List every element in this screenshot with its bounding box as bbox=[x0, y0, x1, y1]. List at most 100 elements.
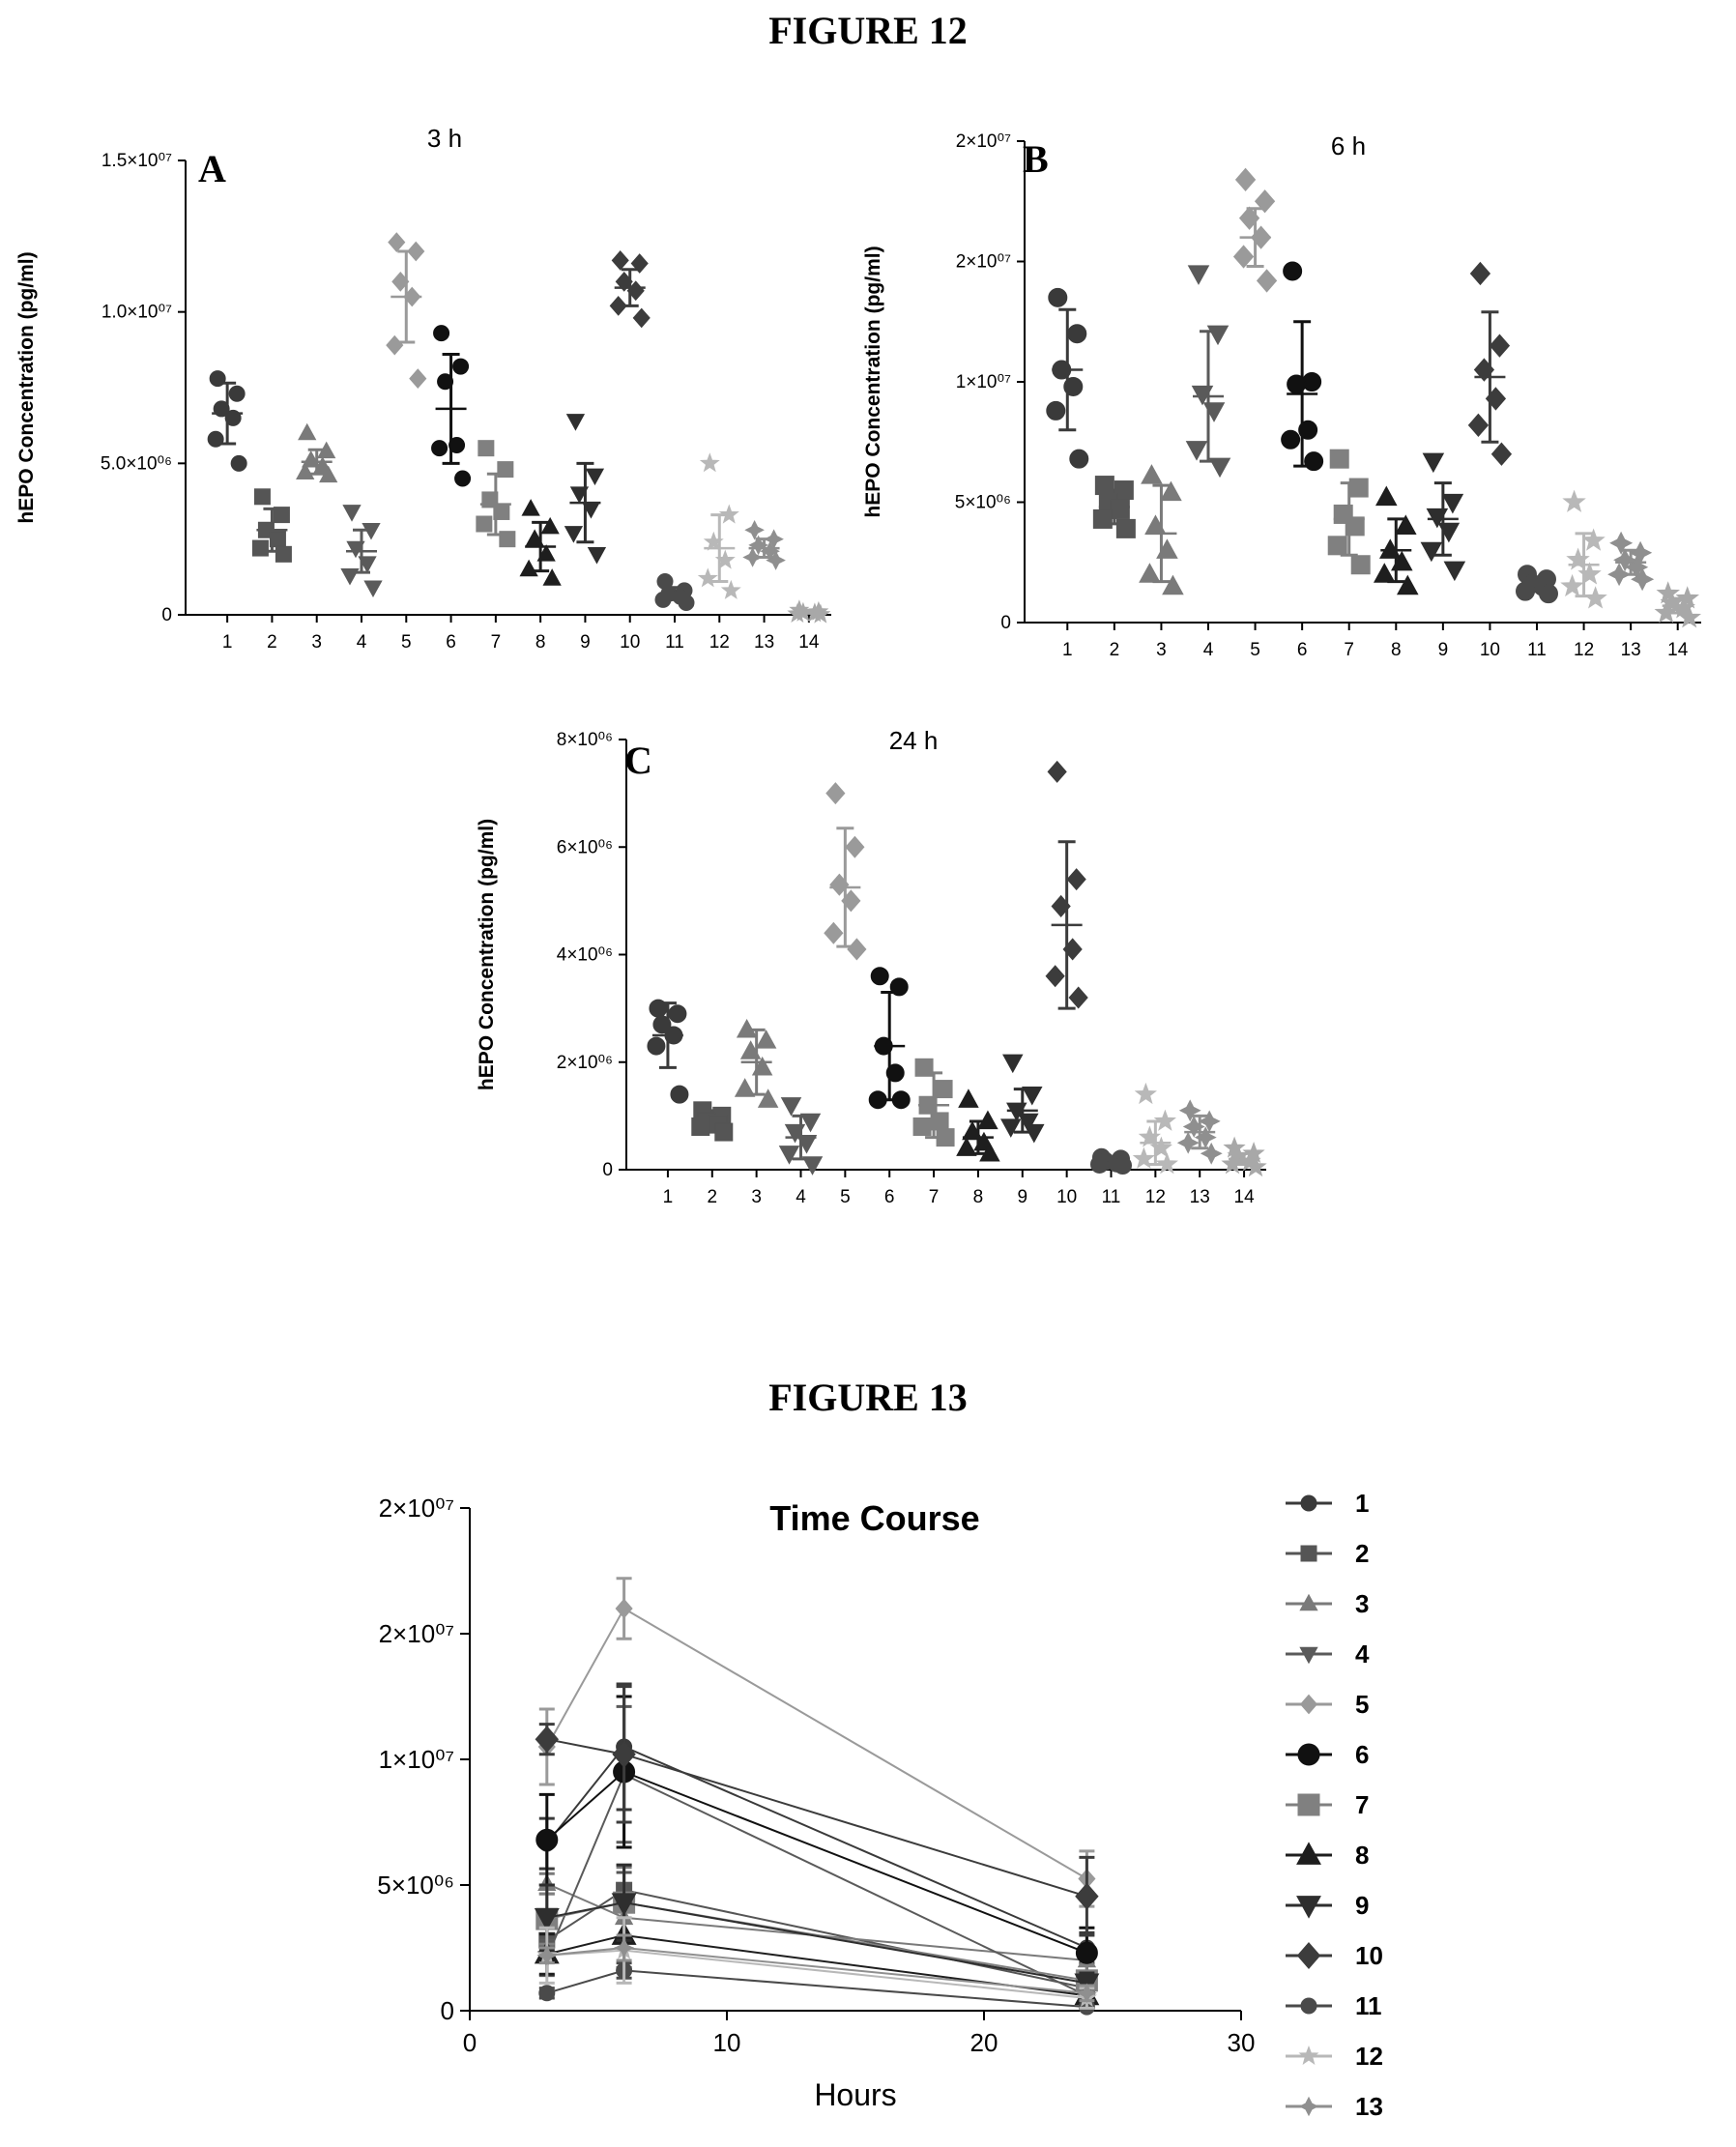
data-point bbox=[1068, 986, 1088, 1009]
data-point bbox=[615, 1598, 633, 1619]
x-tick-label: 8 bbox=[535, 632, 546, 653]
legend-marker bbox=[1298, 2096, 1319, 2117]
data-point bbox=[1329, 449, 1349, 469]
data-point bbox=[1141, 464, 1163, 484]
group-9 bbox=[564, 414, 607, 565]
data-point bbox=[251, 539, 269, 557]
data-point bbox=[912, 1117, 932, 1136]
series-line bbox=[546, 1770, 1087, 1955]
data-point bbox=[718, 504, 739, 524]
data-point bbox=[1114, 1156, 1132, 1175]
x-tick-label: 3 bbox=[1156, 640, 1167, 660]
group-11 bbox=[654, 573, 695, 611]
x-tick-label: 20 bbox=[970, 2028, 998, 2057]
data-point bbox=[1092, 508, 1113, 529]
data-point bbox=[476, 515, 493, 533]
group-4 bbox=[1185, 265, 1231, 479]
data-point bbox=[1006, 1102, 1027, 1122]
data-point bbox=[784, 1123, 806, 1144]
x-tick-label: 4 bbox=[357, 632, 367, 653]
data-point bbox=[1298, 420, 1318, 440]
legend-label: 1 bbox=[1355, 1489, 1369, 1518]
data-point bbox=[668, 1004, 687, 1024]
legend-item-13: 13 bbox=[1286, 2092, 1383, 2121]
data-point bbox=[346, 540, 365, 559]
data-point bbox=[1134, 1082, 1157, 1105]
group-3 bbox=[734, 1018, 779, 1108]
data-point bbox=[1206, 325, 1230, 346]
data-point bbox=[1051, 894, 1071, 917]
x-tick-label: 10 bbox=[713, 2028, 741, 2057]
x-tick-label: 12 bbox=[1145, 1187, 1166, 1207]
data-point bbox=[340, 567, 360, 586]
group-4 bbox=[778, 1097, 824, 1175]
data-point bbox=[1067, 324, 1087, 344]
data-point bbox=[845, 835, 865, 858]
legend-marker bbox=[1297, 1793, 1320, 1816]
legend-marker bbox=[1296, 1842, 1321, 1865]
legend-item-10: 10 bbox=[1286, 1941, 1383, 1970]
data-point bbox=[1090, 1154, 1109, 1174]
data-point bbox=[868, 1090, 887, 1110]
x-tick-label: 13 bbox=[1621, 640, 1641, 660]
legend-label: 12 bbox=[1355, 2042, 1383, 2071]
group-12 bbox=[697, 452, 741, 599]
x-tick-label: 12 bbox=[709, 632, 730, 653]
x-tick-label: 5 bbox=[1250, 640, 1260, 660]
data-point bbox=[1200, 1142, 1223, 1165]
y-axis-label: hEPO Concentration (pg/ml) bbox=[15, 251, 38, 523]
data-point bbox=[611, 250, 629, 271]
y-tick-label: 2×10⁰⁷ bbox=[379, 1494, 454, 1523]
group-3 bbox=[296, 422, 338, 483]
x-tick-label: 1 bbox=[222, 632, 233, 653]
data-point bbox=[664, 1026, 683, 1045]
legend-marker bbox=[1297, 1743, 1320, 1766]
data-point bbox=[825, 782, 846, 805]
data-point bbox=[1327, 536, 1347, 556]
y-tick-label: 2×10⁰⁷ bbox=[956, 131, 1011, 152]
data-point bbox=[525, 529, 544, 546]
data-point bbox=[1018, 1113, 1039, 1133]
legend-label: 5 bbox=[1355, 1690, 1369, 1719]
legend-marker bbox=[1298, 2045, 1319, 2065]
y-axis-label: hEPO Concentration (pg/ml) bbox=[862, 246, 884, 517]
data-point bbox=[431, 440, 448, 457]
data-point bbox=[958, 1088, 979, 1108]
y-tick-label: 0 bbox=[441, 1996, 454, 2025]
y-tick-label: 6×10⁰⁶ bbox=[557, 837, 613, 857]
y-tick-label: 0 bbox=[161, 605, 172, 625]
data-point bbox=[448, 437, 466, 454]
panel-letter: B bbox=[1023, 137, 1049, 181]
data-point bbox=[213, 400, 230, 418]
legend-item-9: 9 bbox=[1286, 1891, 1369, 1920]
data-point bbox=[1254, 189, 1276, 214]
data-point bbox=[1613, 548, 1637, 572]
data-point bbox=[1631, 567, 1655, 592]
data-point bbox=[535, 1726, 560, 1754]
data-point bbox=[847, 938, 867, 961]
data-point bbox=[1443, 561, 1466, 582]
data-point bbox=[1221, 1152, 1244, 1175]
data-point bbox=[1420, 541, 1443, 563]
data-point bbox=[1287, 374, 1307, 394]
data-point bbox=[273, 507, 290, 524]
data-point bbox=[1609, 531, 1634, 555]
data-point bbox=[1304, 451, 1324, 472]
data-point bbox=[388, 232, 406, 252]
group-10 bbox=[1045, 760, 1088, 1010]
data-point bbox=[1194, 1126, 1217, 1149]
legend-label: 9 bbox=[1355, 1891, 1369, 1920]
data-point bbox=[1063, 376, 1084, 396]
data-point bbox=[714, 549, 736, 569]
legend-marker bbox=[1296, 1942, 1321, 1969]
data-point bbox=[1660, 591, 1684, 614]
x-tick-label: 12 bbox=[1574, 640, 1594, 660]
y-tick-label: 2×10⁰⁷ bbox=[956, 252, 1011, 273]
data-point bbox=[799, 1113, 822, 1133]
data-point bbox=[493, 503, 510, 520]
data-point bbox=[739, 1040, 762, 1059]
data-point bbox=[1046, 400, 1066, 421]
data-point bbox=[1156, 538, 1178, 559]
